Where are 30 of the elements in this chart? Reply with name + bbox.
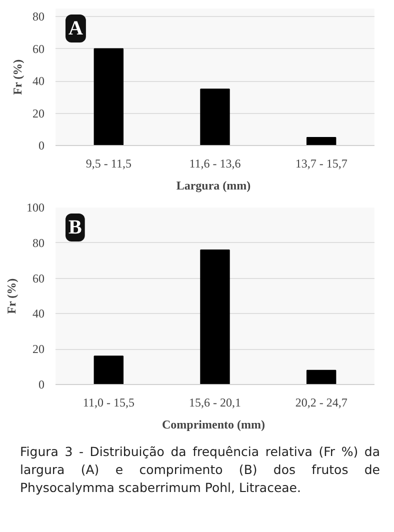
text: A [68, 18, 84, 40]
text: Figura 3 - Distribuição da frequência relativa (Fr %) da largura (A) e comprimento (B) dos frutos de Physocalymma scaberrimum Pohl, Litraceae. [20, 443, 380, 497]
y-tick-label: 40 [32, 306, 44, 321]
y-tick-label: 20 [32, 106, 44, 120]
x-axis-title: Largura (mm) [176, 178, 251, 192]
y-axis-title: Fr (%) [4, 278, 18, 314]
text: B [68, 216, 82, 238]
y-axis-title: Fr (%) [10, 59, 24, 95]
y-tick-label: 60 [32, 42, 44, 56]
y-tick-label: 0 [38, 138, 44, 152]
x-tick-label: 9,5 - 11,5 [86, 156, 132, 170]
x-tick-label: 13,7 - 15,7 [295, 156, 348, 170]
bar [200, 88, 230, 146]
y-tick-label: 0 [38, 378, 44, 392]
x-tick-label: 20,2 - 24,7 [295, 396, 348, 410]
bar [200, 249, 230, 384]
bar [306, 370, 336, 384]
bar [94, 356, 124, 384]
bar [306, 136, 336, 146]
y-tick-label: 80 [32, 236, 44, 250]
y-tick-label: 60 [32, 271, 44, 286]
y-tick-label: 20 [32, 342, 44, 356]
x-tick-label: 15,6 - 20,1 [189, 396, 241, 410]
x-tick-label: 11,6 - 13,6 [189, 156, 241, 170]
y-tick-label: 100 [26, 200, 44, 214]
y-tick-label: 40 [32, 74, 44, 88]
y-tick-label: 80 [32, 10, 44, 24]
bar [94, 48, 124, 146]
x-axis-title: Comprimento (mm) [162, 418, 265, 432]
x-tick-label: 11,0 - 15,5 [82, 396, 134, 410]
